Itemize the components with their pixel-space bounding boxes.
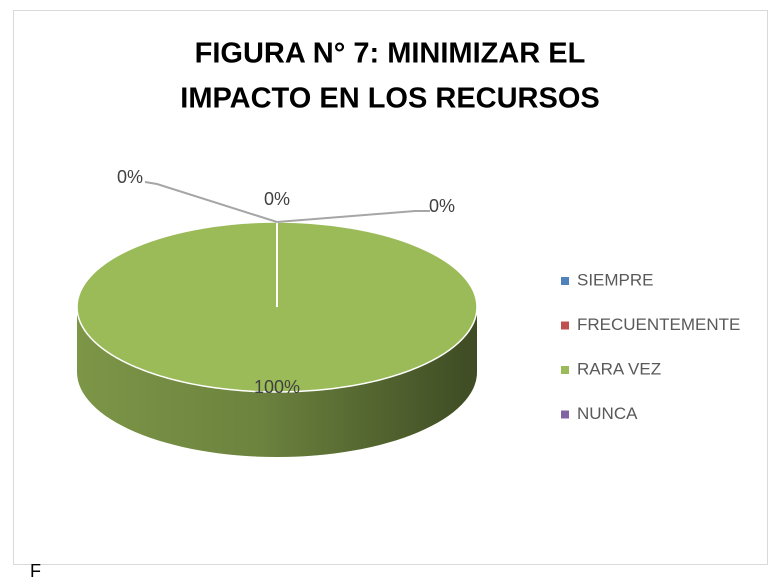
legend-swatch <box>561 410 569 419</box>
chart-title: FIGURA N° 7: MINIMIZAR EL <box>195 38 586 70</box>
legend-label: FRECUENTEMENTE <box>577 315 740 334</box>
legend-swatch <box>561 277 569 285</box>
data-label: 0% <box>117 167 143 187</box>
leader-line <box>276 210 430 223</box>
pie-side-shade <box>77 307 477 457</box>
data-label: 0% <box>429 196 455 216</box>
legend-swatch <box>561 366 569 374</box>
data-label: 100% <box>254 377 300 397</box>
legend-label: RARA VEZ <box>577 359 661 378</box>
chart-title: IMPACTO EN LOS RECURSOS <box>180 83 599 115</box>
legend-label: NUNCA <box>577 404 638 423</box>
leader-line <box>144 181 278 223</box>
caption: F <box>30 561 41 578</box>
data-label: 0% <box>264 189 290 209</box>
legend-swatch <box>561 321 569 330</box>
legend-label: SIEMPRE <box>577 270 654 289</box>
